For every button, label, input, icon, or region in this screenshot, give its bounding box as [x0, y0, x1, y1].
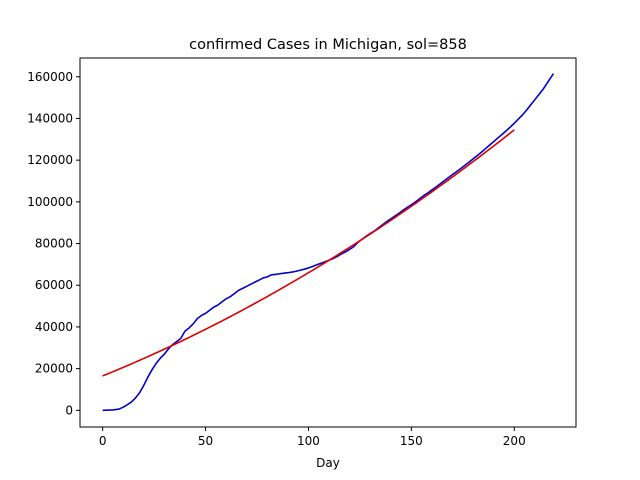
x-tick-label: 200 — [503, 434, 526, 448]
axis-layer: 0 50 100 150 200 0 20000 40000 60000 80000 100000 1… — [27, 70, 526, 448]
y-tick-label: 0 — [65, 403, 73, 417]
y-tick-label: 160000 — [27, 70, 73, 84]
x-tick-label: 0 — [99, 434, 107, 448]
y-tick-label: 80000 — [35, 237, 73, 251]
y-tick-label: 20000 — [35, 362, 73, 376]
y-tick-label: 140000 — [27, 111, 73, 125]
series-line-fit — [102, 129, 515, 377]
y-tick-label: 120000 — [27, 153, 73, 167]
y-tick-label: 60000 — [35, 278, 73, 292]
x-tick-label: 150 — [400, 434, 423, 448]
chart-title: confirmed Cases in Michigan, sol=858 — [189, 37, 467, 53]
y-tick-label: 100000 — [27, 195, 73, 209]
x-tick-label: 100 — [297, 434, 320, 448]
x-tick-label: 50 — [198, 434, 213, 448]
y-tick-label: 40000 — [35, 320, 73, 334]
series-layer — [102, 73, 555, 412]
plot-frame — [79, 57, 577, 428]
x-axis-label: Day — [316, 456, 340, 470]
